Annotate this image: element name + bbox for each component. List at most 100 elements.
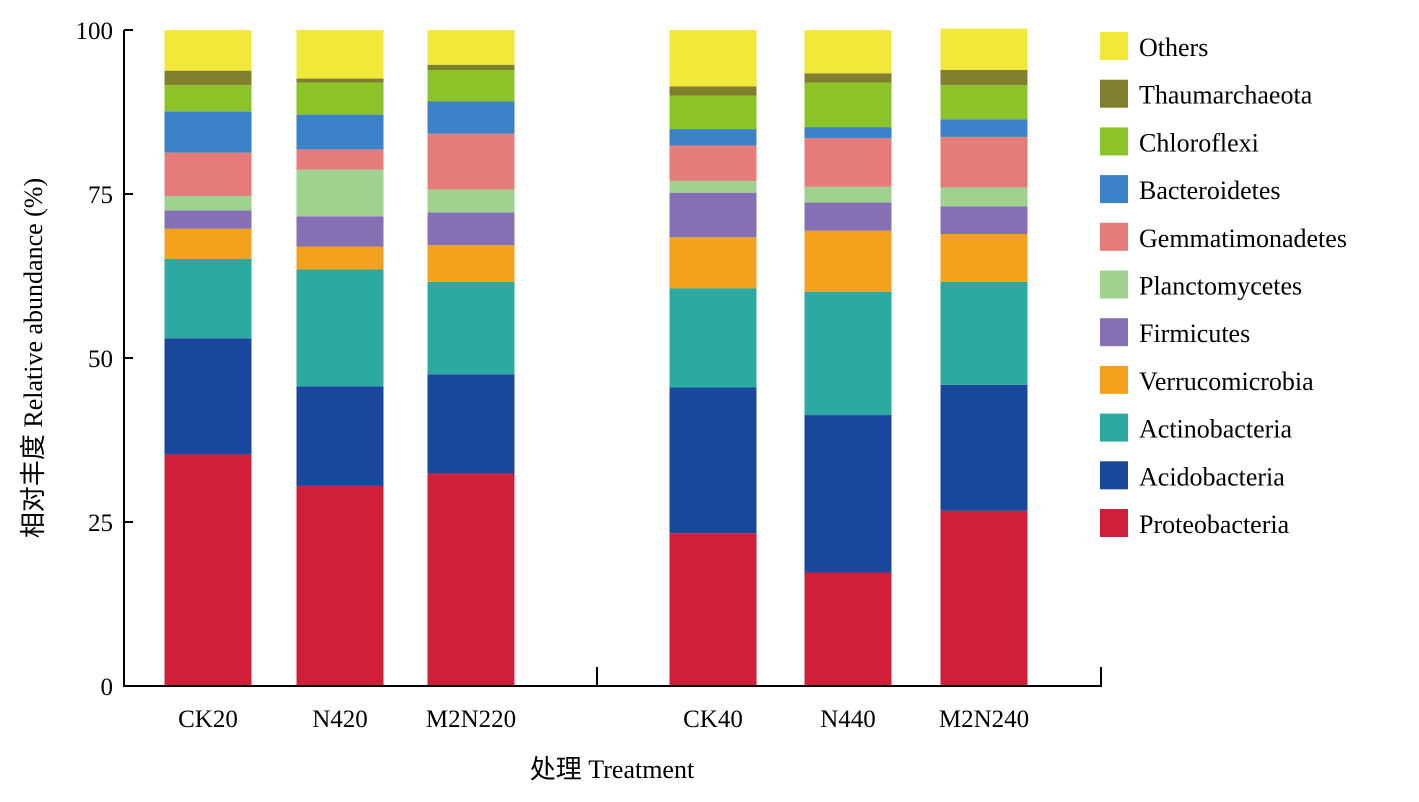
bar-segment-N440-firmicutes — [804, 202, 892, 231]
legend-swatch — [1100, 32, 1128, 60]
x-category-label: CK20 — [178, 706, 238, 733]
bar-segment-M2N240-firmicutes — [940, 206, 1028, 235]
bar-segment-M2N220-actinobacteria — [427, 281, 515, 375]
bar-segment-M2N240-planctomycetes — [940, 187, 1028, 207]
x-category-label: M2N240 — [939, 706, 1029, 733]
bar-segment-M2N240-acidobacteria — [940, 384, 1028, 511]
legend-label: Thaumarchaeota — [1139, 81, 1313, 110]
bar-segment-M2N220-bacteroidetes — [427, 101, 515, 134]
bar-segment-M2N220-others — [427, 30, 515, 65]
bar-segment-N420-others — [296, 30, 384, 79]
bar-segment-N440-bacteroidetes — [804, 127, 892, 139]
legend-item: Planctomycetes — [1100, 270, 1302, 301]
bar-segment-M2N240-thaumarchaeota — [940, 70, 1028, 86]
legend-label: Others — [1139, 33, 1208, 62]
bar-segment-N420-gemmatimonadetes — [296, 149, 384, 170]
legend-swatch — [1100, 365, 1128, 394]
legend-swatch — [1100, 79, 1128, 108]
bar-segment-M2N220-verrucomicrobia — [427, 245, 515, 282]
bar-segment-CK40-acidobacteria — [669, 387, 757, 534]
bar-segment-CK40-chloroflexi — [669, 95, 757, 130]
legend-label: Firmicutes — [1139, 319, 1250, 348]
x-axis-title: 处理 Treatment — [530, 755, 695, 784]
y-axis-title: 相对丰度 Relative abundance (%) — [19, 178, 48, 538]
legend-label: Proteobacteria — [1139, 510, 1290, 539]
y-tick-label: 100 — [76, 18, 114, 45]
legend: Others Thaumarchaeota Chloroflexi Bacteroid… — [1100, 32, 1347, 539]
bar-segment-N440-gemmatimonadetes — [804, 138, 892, 187]
legend-swatch — [1100, 270, 1128, 299]
legend-swatch — [1100, 175, 1128, 204]
legend-item: Proteobacteria — [1100, 509, 1290, 539]
bar-segment-N440-verrucomicrobia — [804, 230, 892, 292]
bar-segment-N440-planctomycetes — [804, 186, 892, 203]
legend-item: Acidobacteria — [1100, 461, 1285, 491]
legend-item: Actinobacteria — [1100, 413, 1292, 444]
bar-segment-N420-proteobacteria — [296, 485, 384, 686]
bar-segment-CK20-thaumarchaeota — [164, 70, 252, 86]
legend-item: Verrucomicrobia — [1100, 365, 1314, 396]
x-labels-group: CK20 N420 M2N220 CK40 N440 M2N240 — [178, 706, 1029, 733]
legend-item: Others — [1100, 32, 1208, 62]
bar-segment-N440-thaumarchaeota — [804, 73, 892, 83]
y-tick-label: 50 — [88, 346, 113, 373]
bar-segment-M2N220-chloroflexi — [427, 70, 515, 102]
legend-item: Bacteroidetes — [1100, 175, 1281, 205]
y-ticks-group: 0 25 50 75 100 — [76, 18, 133, 701]
legend-label: Bacteroidetes — [1139, 176, 1281, 205]
bar-segment-N440-others — [804, 30, 892, 74]
bar-segment-CK20-actinobacteria — [164, 258, 252, 339]
bar-segment-M2N240-others — [940, 28, 1028, 71]
y-tick-label: 0 — [101, 674, 114, 701]
bars-group — [164, 28, 1028, 686]
bar-segment-N420-chloroflexi — [296, 82, 384, 115]
legend-swatch — [1100, 461, 1128, 490]
bar-segment-CK20-bacteroidetes — [164, 111, 252, 153]
legend-swatch — [1100, 413, 1128, 442]
bar-segment-CK20-gemmatimonadetes — [164, 152, 252, 196]
legend-label: Gemmatimonadetes — [1139, 224, 1347, 253]
bar-segment-N420-firmicutes — [296, 216, 384, 247]
bar-segment-N440-proteobacteria — [804, 572, 892, 686]
bar-segment-M2N240-gemmatimonadetes — [940, 136, 1028, 188]
legend-swatch — [1100, 318, 1128, 347]
legend-label: Acidobacteria — [1139, 462, 1285, 491]
x-category-label: N440 — [820, 706, 876, 733]
y-tick-label: 25 — [88, 510, 113, 537]
bar-segment-CK40-firmicutes — [669, 192, 757, 238]
bar-segment-M2N240-verrucomicrobia — [940, 234, 1028, 282]
bar-segment-M2N240-actinobacteria — [940, 281, 1028, 385]
bar-segment-M2N240-proteobacteria — [940, 510, 1028, 686]
bar-segment-N420-verrucomicrobia — [296, 246, 384, 270]
legend-label: Verrucomicrobia — [1139, 367, 1314, 396]
legend-label: Planctomycetes — [1139, 272, 1302, 301]
bar-segment-CK20-firmicutes — [164, 210, 252, 229]
bar-segment-CK40-bacteroidetes — [669, 129, 757, 146]
bar-segment-N420-actinobacteria — [296, 269, 384, 387]
bar-segment-M2N220-thaumarchaeota — [427, 64, 515, 71]
legend-swatch — [1100, 222, 1128, 251]
bar-segment-M2N240-chloroflexi — [940, 85, 1028, 120]
legend-item: Chloroflexi — [1100, 127, 1259, 157]
bar-segment-CK40-gemmatimonadetes — [669, 145, 757, 181]
legend-item: Gemmatimonadetes — [1100, 222, 1347, 253]
bar-segment-CK20-proteobacteria — [164, 454, 252, 686]
x-category-label: CK40 — [683, 706, 743, 733]
x-category-label: M2N220 — [426, 706, 516, 733]
bar-segment-N440-chloroflexi — [804, 82, 892, 128]
legend-swatch — [1100, 509, 1128, 537]
bar-segment-CK20-verrucomicrobia — [164, 228, 252, 259]
bar-segment-CK40-planctomycetes — [669, 180, 757, 193]
bar-segment-CK40-actinobacteria — [669, 288, 757, 388]
bar-segment-CK20-planctomycetes — [164, 195, 252, 211]
bar-segment-N420-bacteroidetes — [296, 114, 384, 150]
bar-segment-CK40-others — [669, 30, 757, 87]
bar-segment-CK40-verrucomicrobia — [669, 237, 757, 289]
bar-segment-CK20-others — [164, 30, 252, 71]
legend-label: Chloroflexi — [1139, 128, 1259, 157]
bar-segment-N440-actinobacteria — [804, 291, 892, 416]
bar-segment-N420-acidobacteria — [296, 386, 384, 486]
x-category-label: N420 — [312, 706, 368, 733]
legend-swatch — [1100, 127, 1128, 156]
